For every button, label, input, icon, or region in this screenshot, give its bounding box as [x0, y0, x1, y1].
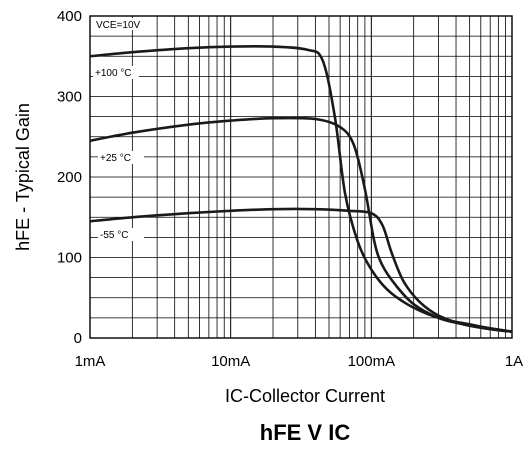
y-tick-label: 100: [57, 250, 82, 267]
curve-label-background: [98, 151, 144, 164]
y-tick-label: 0: [74, 330, 82, 347]
condition-label-background: [93, 18, 151, 30]
curve-label: +100 °C: [95, 68, 132, 79]
plot-frame: [89, 15, 513, 339]
condition-label: VCE=10V: [96, 20, 141, 31]
x-tick-label: 10mA: [211, 353, 250, 370]
curve-label-background: [93, 66, 139, 79]
y-tick-label: 300: [57, 89, 82, 106]
x-tick-label: 100mA: [348, 353, 396, 370]
curve-label-background: [98, 228, 144, 241]
series-line: [89, 116, 513, 333]
x-tick-label: 1A: [505, 353, 523, 370]
x-axis-title: IC-Collector Current: [225, 386, 385, 406]
grid-lines: [89, 15, 512, 339]
chart-title: hFE V IC: [260, 420, 351, 445]
series-line: [89, 207, 513, 333]
y-tick-label: 400: [57, 8, 82, 25]
plot-border: [89, 15, 513, 339]
x-tick-label: 1mA: [75, 353, 106, 370]
labels: 0 100 200 300 400 1mA 10mA 100mA 1A +100 °C +25 °C…: [13, 8, 523, 445]
curve-label: -55 °C: [100, 230, 128, 241]
curve-label: +25 °C: [100, 153, 131, 164]
y-tick-label: 200: [57, 169, 82, 186]
series-lines: [89, 45, 513, 333]
series-line: [89, 45, 513, 333]
y-axis-title: hFE - Typical Gain: [13, 103, 33, 251]
